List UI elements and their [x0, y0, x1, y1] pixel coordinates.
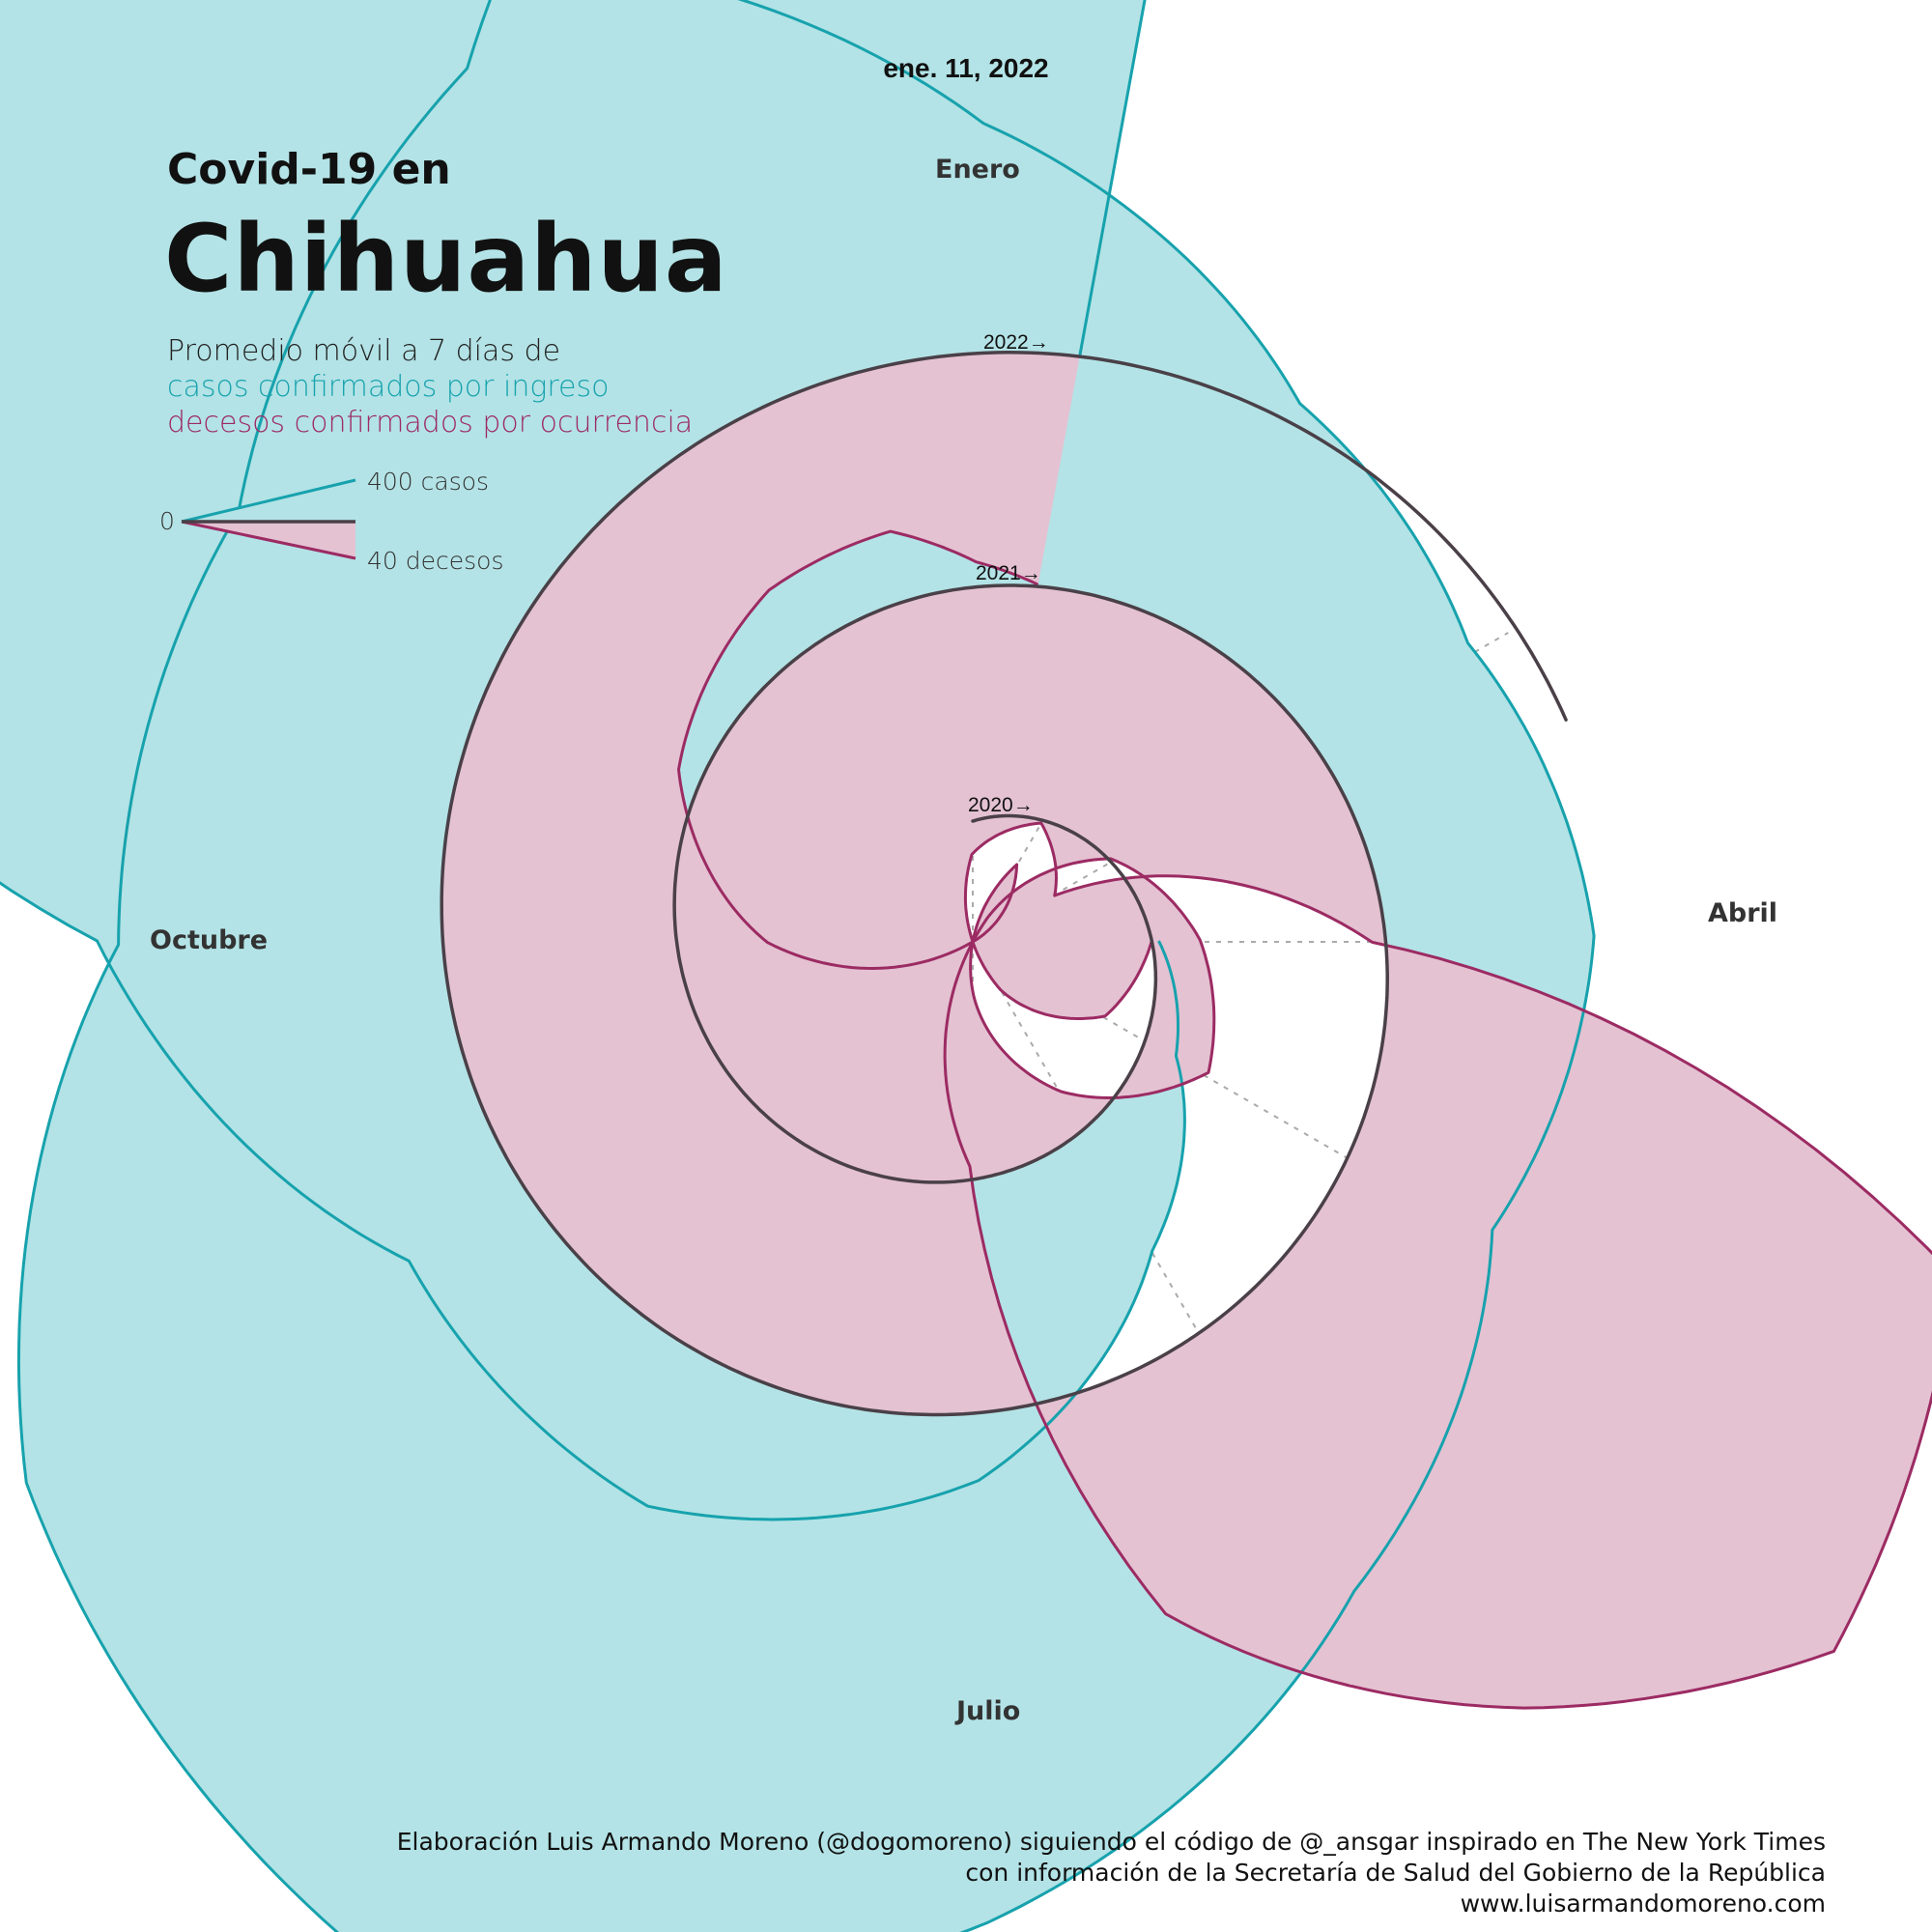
legend-cases-label: 400 casos [367, 468, 490, 496]
month-label-octubre: Octubre [150, 925, 269, 955]
cases-line [0, 0, 1596, 1932]
legend-glyph [181, 478, 356, 560]
deaths-area [441, 352, 1932, 1709]
month-label-enero: Enero [935, 155, 1020, 185]
month-label-julio: Julio [956, 1696, 1021, 1726]
legend-deaths-label: 40 decesos [367, 547, 504, 575]
deaths-line [677, 529, 1932, 1710]
year-label-2022: 2022→ [983, 331, 1049, 354]
legend-cases-series: casos confirmados por ingreso [167, 370, 610, 404]
spiral-baseline [440, 351, 1568, 1417]
legend-zero-label: 0 [159, 507, 175, 535]
year-label-2020: 2020→ [968, 794, 1034, 816]
year-label-2021: 2021→ [976, 562, 1041, 584]
legend-deaths-series: decesos confirmados por ocurrencia [167, 406, 694, 440]
chart-title: Chihuahua [164, 205, 728, 313]
legend-cases-edge [181, 478, 356, 524]
date-label: ene. 11, 2022 [883, 53, 1049, 83]
chart-kicker: Covid-19 en [167, 145, 451, 194]
credit-line-1: Elaboración Luis Armando Moreno (@dogomo… [396, 1828, 1826, 1856]
legend-deaths-edge [181, 520, 356, 560]
credit-line-2: con información de la Secretaría de Salu… [965, 1859, 1826, 1887]
subtitle: Promedio móvil a 7 días de [167, 334, 561, 368]
credit-link[interactable]: www.luisarmandomoreno.com [1460, 1889, 1826, 1918]
month-label-abril: Abril [1708, 898, 1778, 928]
